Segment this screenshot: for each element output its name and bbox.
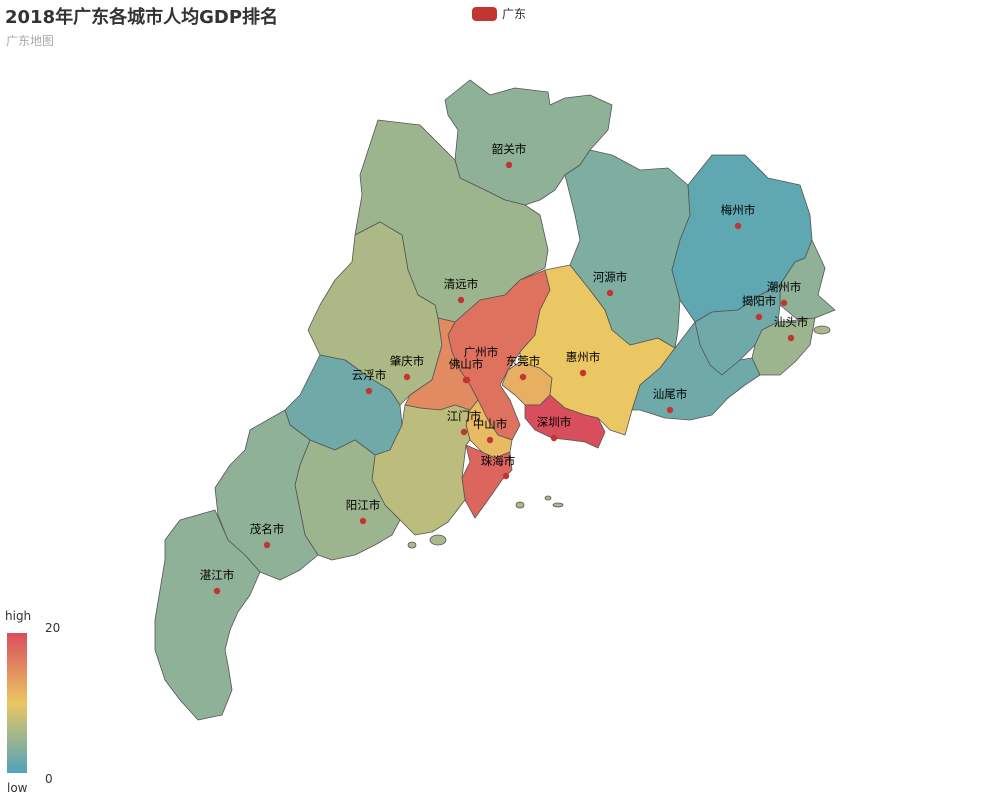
legend-swatch	[472, 6, 497, 21]
city-label-2: 肇庆市	[390, 354, 425, 368]
city-label-20: 湛江市	[200, 568, 235, 582]
region-16[interactable]	[461, 444, 513, 519]
city-point-8[interactable]	[606, 289, 614, 297]
visual-map-max-value: 20	[45, 621, 61, 635]
city-label-16: 珠海市	[481, 454, 516, 468]
chart-subtitle: 广东地图	[6, 34, 55, 48]
chart-title: 2018年广东各城市人均GDP排名	[5, 7, 279, 28]
island	[544, 495, 552, 501]
region-12[interactable]	[751, 317, 816, 376]
island	[515, 501, 525, 509]
visual-map-low-label: low	[7, 781, 28, 795]
region-8[interactable]	[564, 149, 691, 349]
region-19[interactable]	[214, 409, 319, 581]
city-label-10: 潮州市	[767, 280, 802, 294]
city-point-2[interactable]	[403, 373, 411, 381]
city-label-7: 惠州市	[566, 350, 601, 364]
city-label-17: 江门市	[447, 409, 482, 423]
city-point-12[interactable]	[787, 334, 795, 342]
city-point-6[interactable]	[519, 373, 527, 381]
city-point-5[interactable]	[462, 376, 470, 384]
city-label-0: 韶关市	[492, 142, 527, 156]
city-point-0[interactable]	[505, 161, 513, 169]
city-point-11[interactable]	[755, 313, 763, 321]
city-label-4: 广州市	[464, 345, 499, 359]
city-label-9: 梅州市	[721, 203, 756, 217]
city-point-9[interactable]	[734, 222, 742, 230]
city-point-1[interactable]	[457, 296, 465, 304]
region-20[interactable]	[154, 509, 261, 721]
city-label-15: 中山市	[473, 417, 508, 431]
legend-item-guangdong[interactable]: 广东	[472, 5, 526, 22]
legend-label: 广东	[502, 7, 527, 21]
city-label-12: 汕头市	[774, 315, 809, 329]
city-label-19: 茂名市	[250, 522, 285, 536]
region-13[interactable]	[631, 321, 761, 421]
city-point-19[interactable]	[263, 541, 271, 549]
city-point-17[interactable]	[460, 428, 468, 436]
city-point-14[interactable]	[550, 434, 558, 442]
city-point-15[interactable]	[486, 436, 494, 444]
visual-map-min-value: 0	[45, 772, 53, 786]
island	[813, 325, 831, 335]
island	[552, 502, 564, 508]
island	[407, 541, 417, 549]
city-point-3[interactable]	[365, 387, 373, 395]
city-label-1: 清远市	[444, 277, 479, 291]
map-regions	[154, 79, 836, 721]
city-label-13: 汕尾市	[653, 387, 688, 401]
city-label-18: 阳江市	[346, 498, 381, 512]
city-label-8: 河源市	[593, 270, 628, 284]
city-label-6: 东莞市	[506, 354, 541, 368]
island	[429, 534, 447, 546]
city-point-7[interactable]	[579, 369, 587, 377]
region-14[interactable]	[524, 394, 606, 449]
city-label-3: 云浮市	[352, 368, 387, 382]
city-point-10[interactable]	[780, 299, 788, 307]
city-point-18[interactable]	[359, 517, 367, 525]
city-label-5: 佛山市	[449, 357, 484, 371]
city-point-20[interactable]	[213, 587, 221, 595]
city-label-14: 深圳市	[537, 415, 572, 429]
visual-map-high-label: high	[5, 609, 32, 623]
visual-map-gradient-bar[interactable]	[7, 633, 27, 773]
city-point-13[interactable]	[666, 406, 674, 414]
city-point-16[interactable]	[502, 472, 510, 480]
city-label-11: 揭阳市	[742, 294, 777, 308]
